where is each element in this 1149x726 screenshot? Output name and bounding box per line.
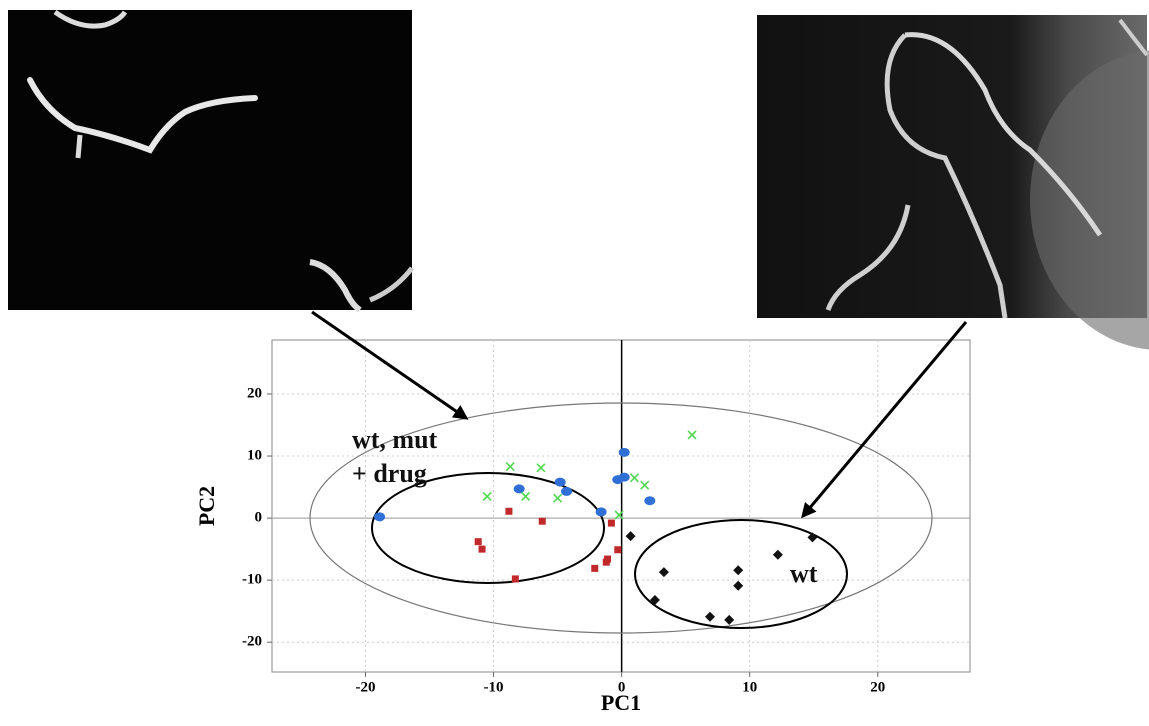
point <box>644 496 656 506</box>
point <box>658 567 669 578</box>
point <box>629 473 640 483</box>
point <box>513 484 525 494</box>
point <box>607 519 615 527</box>
point <box>505 507 513 515</box>
point <box>554 477 566 487</box>
point <box>649 595 660 606</box>
annotation: + drug <box>352 459 427 488</box>
point <box>595 507 607 517</box>
x-axis-label: PC1 <box>601 690 641 715</box>
x-tick-label: 0 <box>618 679 626 695</box>
y-tick-label: -10 <box>242 572 262 588</box>
arrow <box>311 310 469 420</box>
point <box>733 580 744 591</box>
point <box>591 564 599 572</box>
y-axis-label: PC2 <box>194 486 219 526</box>
grid <box>272 340 970 672</box>
point <box>521 491 531 501</box>
point <box>625 531 636 542</box>
annotation: wt <box>790 559 818 588</box>
point <box>807 532 818 543</box>
point <box>640 480 650 490</box>
y-tick-label: 10 <box>247 447 262 463</box>
point <box>536 463 546 473</box>
point <box>374 512 386 522</box>
y-tick-label: -20 <box>242 634 262 650</box>
point <box>705 611 716 622</box>
y-tick-label: 20 <box>247 385 262 401</box>
point <box>474 538 482 546</box>
point <box>538 517 546 525</box>
x-tick-label: -20 <box>355 679 375 695</box>
points <box>374 430 818 625</box>
annotation: wt, mut <box>352 425 438 454</box>
point <box>478 545 486 553</box>
point <box>618 472 630 482</box>
micrograph-right <box>757 15 1149 350</box>
point <box>772 549 783 560</box>
point <box>724 614 735 625</box>
point <box>561 486 573 496</box>
point <box>618 447 630 457</box>
arrow <box>801 321 968 519</box>
x-tick-label: 10 <box>742 679 757 695</box>
x-tick-label: 20 <box>870 679 885 695</box>
point <box>614 546 622 554</box>
point <box>511 575 519 583</box>
point <box>553 493 563 503</box>
point <box>687 430 697 440</box>
point <box>482 491 492 501</box>
micrograph-left <box>8 9 414 313</box>
x-tick-label: -10 <box>484 679 504 695</box>
group-ellipse <box>634 519 848 629</box>
point <box>733 565 744 576</box>
point <box>614 510 624 520</box>
group-ellipse <box>371 472 605 584</box>
confidence-ellipse <box>309 402 933 634</box>
y-tick-label: 0 <box>255 510 263 526</box>
point <box>505 462 515 472</box>
point <box>602 558 610 566</box>
